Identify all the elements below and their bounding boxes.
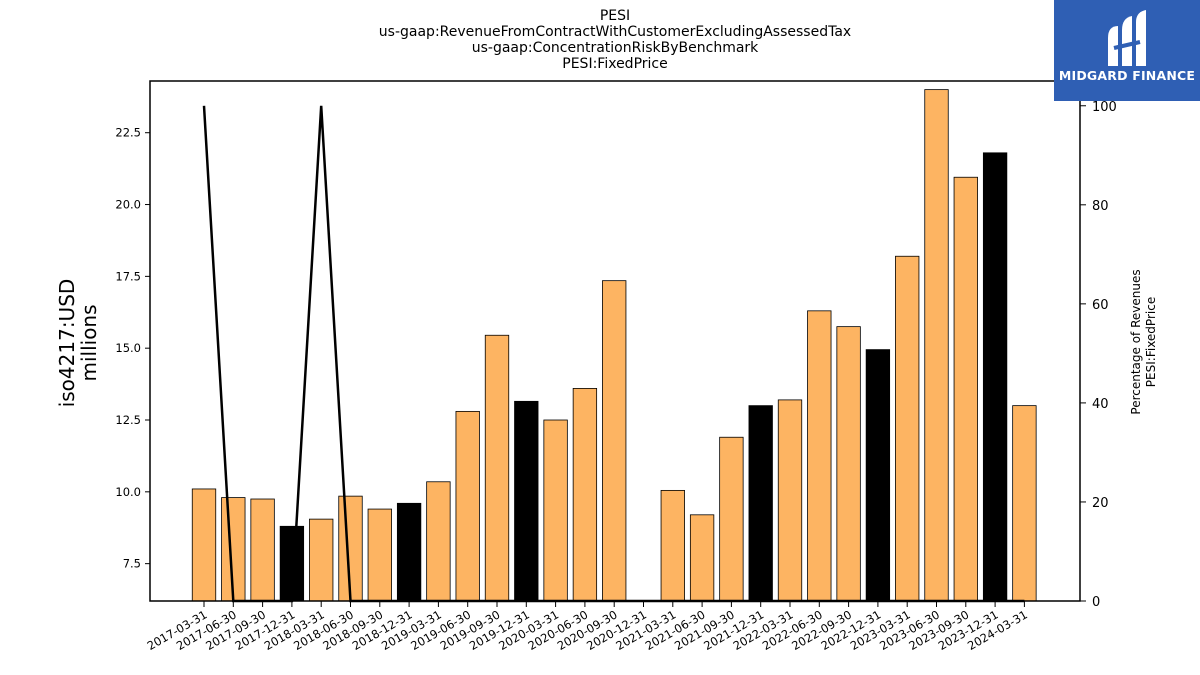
bar-2020-09-30 — [602, 280, 627, 602]
bar-2021-06-30 — [689, 514, 715, 602]
bars — [191, 89, 1037, 602]
y2-tick-label: 60 — [1092, 298, 1109, 313]
y2-axis-label-line-2: PESI:FixedPrice — [1144, 297, 1158, 387]
chart-title: PESI us-gaap:RevenueFromContractWithCust… — [379, 8, 851, 72]
x-axis: 2017-03-312017-06-302017-09-302017-12-31… — [145, 601, 1030, 653]
y-tick-label: 22.5 — [115, 126, 141, 140]
y2-tick-label: 100 — [1092, 100, 1117, 115]
title-line-1: PESI — [600, 8, 630, 24]
bar-2019-12-31 — [514, 400, 539, 602]
y2-tick-label: 80 — [1092, 199, 1109, 214]
bar-2019-03-31 — [426, 481, 451, 602]
y-axis-label-right: Percentage of Revenues PESI:FixedPrice — [1129, 269, 1158, 414]
bar-2022-12-31 — [865, 349, 891, 602]
bar-2023-09-30 — [953, 176, 978, 602]
midgard-finance-logo: MIDGARD FINANCE — [1054, 0, 1200, 101]
bar-2019-09-30 — [484, 334, 510, 602]
bar-2023-03-31 — [895, 255, 920, 602]
bar-2020-03-31 — [543, 419, 568, 602]
y-tick-label: 7.5 — [123, 557, 141, 571]
bar-2021-09-30 — [719, 436, 744, 602]
bar-2020-06-30 — [572, 388, 598, 602]
y-tick-label: 15.0 — [115, 341, 141, 355]
bar-2023-06-30 — [924, 89, 949, 602]
bar-2024-03-31 — [1012, 405, 1037, 602]
bar-2021-12-31 — [748, 405, 773, 602]
bar-2021-03-31 — [660, 489, 685, 602]
y2-tick-label: 20 — [1092, 496, 1109, 511]
y2-axis-label-line-1: Percentage of Revenues — [1129, 269, 1143, 414]
bar-2018-03-31 — [309, 518, 334, 602]
y-axis-label-line-2: millions — [77, 304, 101, 381]
y-axis-right: 0 20 40 60 80 100 — [1080, 100, 1117, 610]
bar-2017-03-31 — [191, 488, 217, 602]
logo-mark-icon — [1108, 10, 1146, 66]
bar-2017-09-30 — [250, 498, 275, 602]
y-axis-label-left: iso4217:USD millions — [55, 279, 101, 408]
bar-2018-09-30 — [367, 508, 392, 602]
bar-2018-12-31 — [396, 502, 422, 602]
bar-2022-09-30 — [836, 326, 861, 602]
plot-frame — [149, 80, 1081, 602]
logo-text: MIDGARD FINANCE — [1058, 68, 1196, 83]
y-axis-left: 7.5 10.0 12.5 15.0 17.5 20.0 22.5 — [115, 126, 150, 571]
y-axis-label-line-1: iso4217:USD — [55, 279, 79, 408]
title-line-3: us-gaap:ConcentrationRiskByBenchmark — [472, 40, 759, 56]
y-tick-label: 17.5 — [115, 269, 141, 283]
y-tick-label: 10.0 — [115, 485, 141, 499]
title-line-2: us-gaap:RevenueFromContractWithCustomerE… — [379, 24, 851, 40]
bar-2019-06-30 — [455, 410, 480, 602]
y-tick-label: 12.5 — [115, 413, 141, 427]
y2-tick-label: 0 — [1092, 595, 1100, 610]
y2-tick-label: 40 — [1092, 397, 1109, 412]
title-line-4: PESI:FixedPrice — [562, 56, 667, 72]
y-tick-label: 20.0 — [115, 198, 141, 212]
bar-2022-06-30 — [807, 310, 832, 602]
bar-2022-03-31 — [777, 399, 803, 602]
bar-2023-12-31 — [982, 152, 1008, 602]
